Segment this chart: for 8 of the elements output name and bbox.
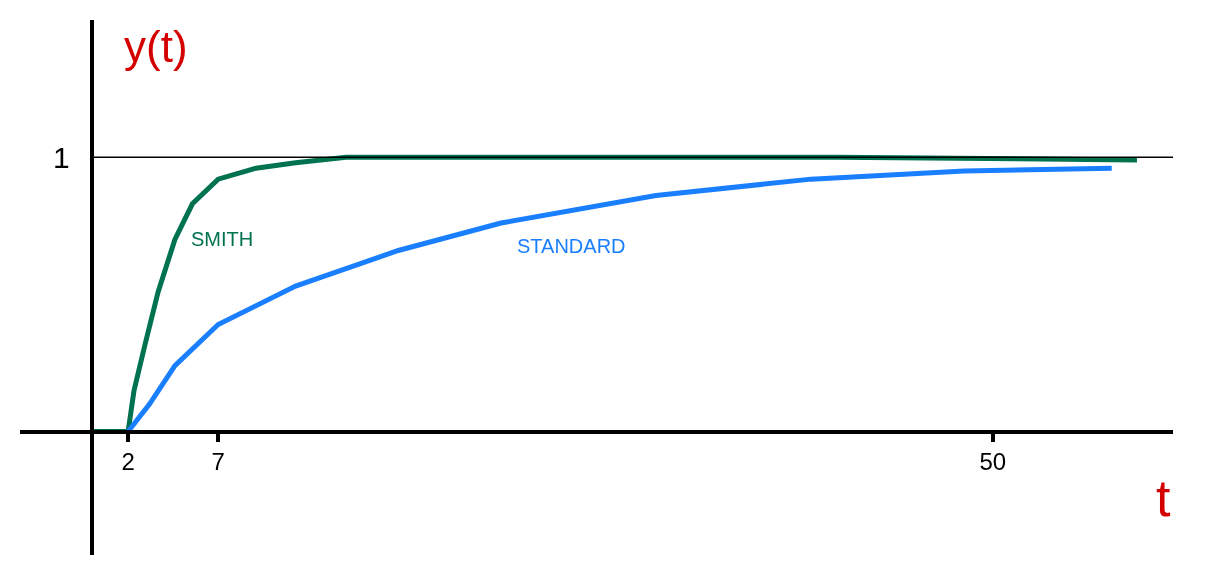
x-axis-title: t [1156, 469, 1171, 527]
series-label: STANDARD [517, 235, 626, 257]
ref-line-label: 1 [53, 141, 70, 174]
x-tick-label: 50 [979, 448, 1007, 476]
x-tick-label: 7 [211, 448, 225, 476]
x-tick-label: 2 [121, 448, 135, 476]
y-axis-title: y(t) [124, 22, 188, 71]
series-label: SMITH [191, 228, 254, 250]
